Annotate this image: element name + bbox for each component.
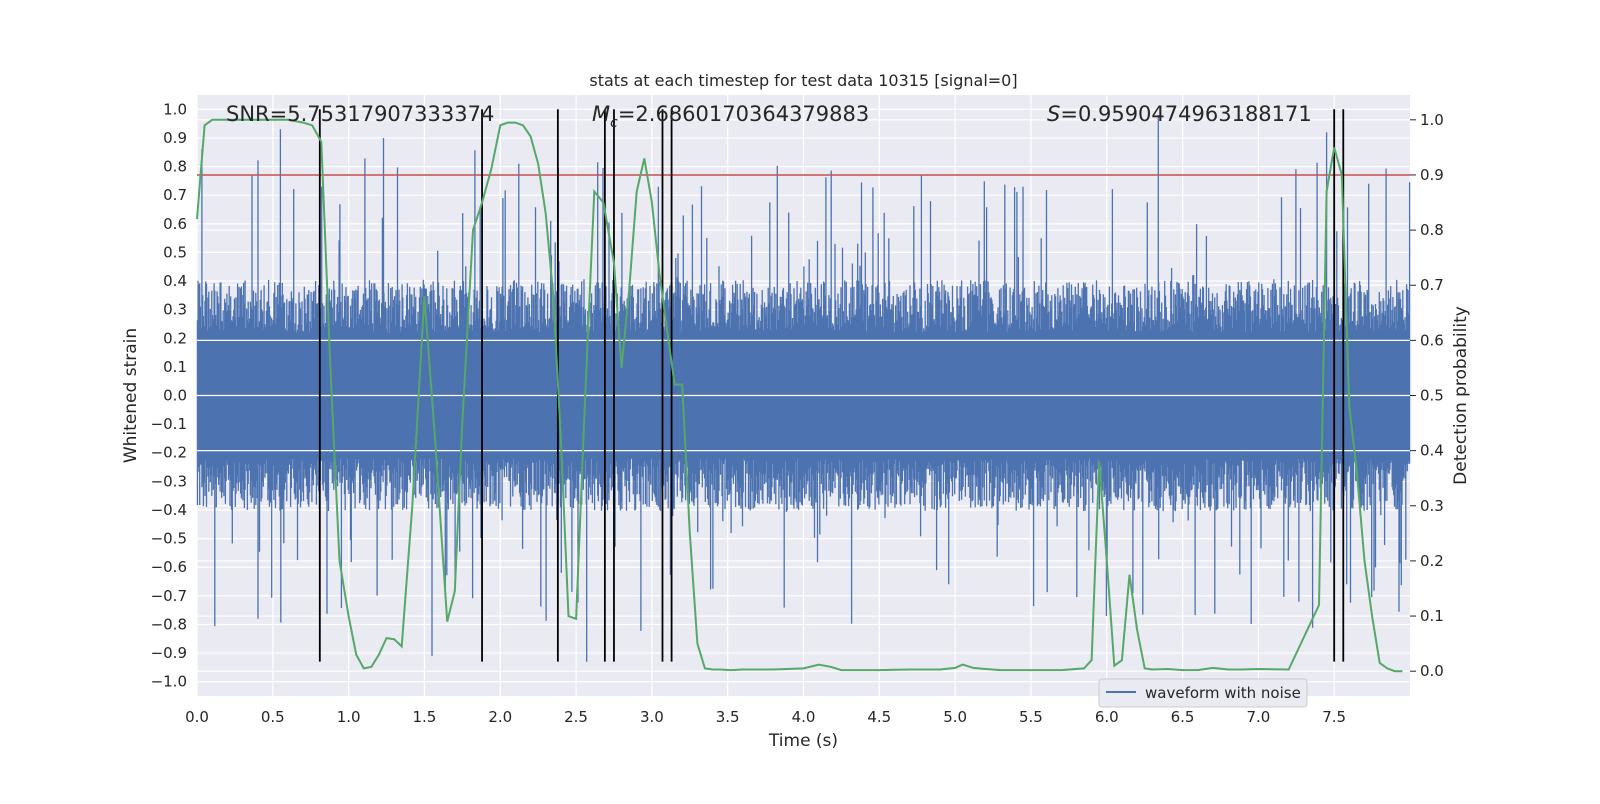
x-tick-label: 2.5 [564,708,588,726]
x-tick-label: 1.0 [337,708,361,726]
x-tick-label: 3.0 [640,708,664,726]
y-tick-label: 0.3 [163,301,187,319]
x-tick-label: 1.5 [413,708,437,726]
x-tick-label: 0.5 [261,708,285,726]
x-tick-label: 2.0 [488,708,512,726]
x-tick-label: 6.0 [1095,708,1119,726]
y-tick-label: −0.1 [151,415,187,433]
y-tick-label: −1.0 [151,673,187,691]
y-tick-label: 0.7 [163,186,187,204]
y2-tick-label: 0.8 [1420,221,1444,239]
y-tick-label: −0.9 [151,644,187,662]
chirp-mass-symbol: M [592,102,610,126]
y-tick-label: 0.2 [163,329,187,347]
x-tick-label: 4.0 [792,708,816,726]
y2-tick-label: 1.0 [1420,111,1444,129]
y2-tick-label: 0.4 [1420,442,1444,460]
x-tick-label: 5.0 [943,708,967,726]
y-tick-label: −0.2 [151,444,187,462]
y-tick-label: 0.1 [163,358,187,376]
y-tick-label: −0.6 [151,558,187,576]
x-tick-label: 5.5 [1019,708,1043,726]
y-tick-label: 0.9 [163,129,187,147]
y2-tick-label: 0.6 [1420,331,1444,349]
chirp-mass-value: =2.6860170364379883 [618,102,869,126]
significance-value: =0.9590474963188171 [1060,102,1311,126]
y-tick-label: −0.4 [151,501,187,519]
x-tick-label: 4.5 [867,708,891,726]
x-axis-label: Time (s) [768,731,838,751]
legend: waveform with noise [1099,679,1307,707]
chart-title: stats at each timestep for test data 103… [589,71,1017,90]
y2-ticks: 1.0 0.9 0.8 0.7 0.6 0.5 0.4 0.3 0.2 0.1 0.0 [1410,111,1444,680]
y2-tick-label: 0.2 [1420,552,1444,570]
x-tick-label: 3.5 [716,708,740,726]
y-tick-label: 0.4 [163,272,187,290]
y2-tick-label: 0.9 [1420,166,1444,184]
snr-annotation: SNR=5.75317907333374 [226,102,494,126]
x-tick-label: 7.5 [1322,708,1346,726]
y2-tick-label: 0.1 [1420,607,1444,625]
legend-label-waveform: waveform with noise [1145,684,1301,702]
y2-tick-label: 0.5 [1420,387,1444,405]
y2-tick-label: 0.3 [1420,497,1444,515]
y-tick-label: 0.0 [163,387,187,405]
y-tick-label: −0.5 [151,530,187,548]
significance-annotation: S=0.9590474963188171 [1047,102,1312,126]
x-tick-label: 6.5 [1171,708,1195,726]
y2-tick-label: 0.0 [1420,662,1444,680]
x-ticks: 0.0 0.5 1.0 1.5 2.0 2.5 3.0 3.5 4.0 4.5 5.0 5.5 6.0 6… [185,708,1346,726]
y-tick-label: 0.6 [163,215,187,233]
x-tick-label: 0.0 [185,708,209,726]
y-tick-label: −0.3 [151,472,187,490]
y-tick-label: −0.7 [151,587,187,605]
x-tick-label: 7.0 [1246,708,1270,726]
y-tick-label: 1.0 [163,100,187,118]
y-tick-label: 0.5 [163,243,187,261]
y2-axis-label: Detection probability [1451,306,1471,485]
y2-tick-label: 0.7 [1420,276,1444,294]
significance-symbol: S [1047,102,1060,126]
y-axis-label: Whitened strain [121,328,141,463]
y-tick-label: −0.8 [151,615,187,633]
y-tick-label: 0.8 [163,158,187,176]
y-ticks: 1.0 0.9 0.8 0.7 0.6 0.5 0.4 0.3 0.2 0.1 0.0 −0.1 −0.… [151,100,187,690]
